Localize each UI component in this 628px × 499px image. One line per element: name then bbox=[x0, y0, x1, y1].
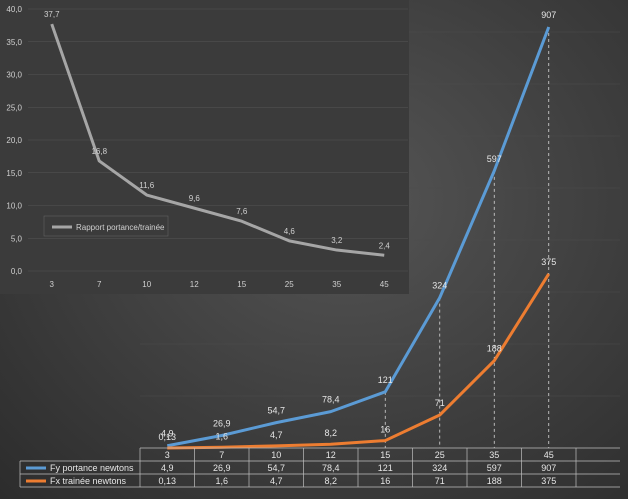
inset-ratio-line bbox=[50, 23, 385, 257]
table-header-cell: 15 bbox=[380, 450, 390, 460]
data-label: 121 bbox=[378, 375, 393, 385]
data-label: 71 bbox=[435, 398, 445, 408]
inset-chart-gridlines bbox=[28, 8, 408, 272]
data-label: 26,9 bbox=[213, 419, 231, 429]
data-label: 375 bbox=[541, 257, 556, 267]
data-label: 8,2 bbox=[324, 428, 337, 438]
inset-y-axis-ticks: 0,0 5,0 10,0 15,0 20,0 25,0 30,0 35,0 40,0 bbox=[6, 5, 22, 276]
inset-series-line bbox=[50, 23, 385, 257]
inset-legend: Rapport portance/trainée bbox=[43, 215, 169, 237]
table-cell: 597 bbox=[487, 463, 502, 473]
inset-legend-box bbox=[43, 215, 169, 237]
data-label: 188 bbox=[487, 344, 502, 354]
inset-x-tick: 15 bbox=[237, 280, 246, 289]
table-cell: 0,13 bbox=[158, 476, 176, 486]
lift-drag-ratio-chart: 0,0 5,0 10,0 15,0 20,0 25,0 30,0 35,0 40,0 3 7 10 1… bbox=[0, 0, 409, 294]
data-label: 54,7 bbox=[267, 406, 285, 416]
main-chart-data-labels: 4,9 26,9 54,7 78,4 121 324 597 907 0,13 1,6 4,7 8,2… bbox=[158, 10, 556, 442]
inset-data-labels: 37,7 16,8 11,6 9,6 7,6 4,6 3,2 2,4 bbox=[44, 10, 390, 250]
table-cell: 4,9 bbox=[161, 463, 174, 473]
table-header-cell: 10 bbox=[271, 450, 281, 460]
table-header-cell: 35 bbox=[489, 450, 499, 460]
data-table: 3 7 10 12 15 25 35 45 Fy portance newtons 4,9 26,9… bbox=[19, 447, 620, 488]
lift-series-line bbox=[166, 26, 551, 448]
inset-data-label: 16,8 bbox=[91, 147, 107, 156]
inset-data-label: 11,6 bbox=[139, 181, 155, 190]
table-cell: 907 bbox=[541, 463, 556, 473]
inset-x-tick: 12 bbox=[190, 280, 199, 289]
inset-y-tick: 15,0 bbox=[6, 169, 22, 178]
data-label: 16 bbox=[380, 425, 390, 435]
inset-x-tick: 10 bbox=[142, 280, 151, 289]
table-series-name: Fx trainée newtons bbox=[50, 476, 127, 486]
inset-y-tick: 20,0 bbox=[6, 136, 22, 145]
inset-data-label: 4,6 bbox=[284, 227, 296, 236]
table-header-cell: 7 bbox=[219, 450, 224, 460]
inset-legend-label: Rapport portance/trainée bbox=[76, 223, 165, 232]
data-label: 4,7 bbox=[270, 430, 283, 440]
data-label: 1,6 bbox=[215, 431, 228, 441]
main-chart-drop-lines bbox=[384, 27, 550, 448]
table-header-cell: 25 bbox=[435, 450, 445, 460]
table-header-cell: 45 bbox=[544, 450, 554, 460]
table-header-cell: 12 bbox=[326, 450, 336, 460]
table-cell: 8,2 bbox=[324, 476, 337, 486]
data-label: 907 bbox=[541, 10, 556, 20]
inset-y-tick: 25,0 bbox=[6, 103, 22, 112]
table-cell: 1,6 bbox=[215, 476, 228, 486]
inset-y-tick: 40,0 bbox=[6, 5, 22, 14]
drag-series-line bbox=[167, 273, 551, 450]
inset-x-tick: 3 bbox=[50, 280, 55, 289]
inset-x-tick: 7 bbox=[97, 280, 102, 289]
inset-data-label: 3,2 bbox=[331, 236, 343, 245]
inset-y-tick: 35,0 bbox=[6, 38, 22, 47]
table-cell: 54,7 bbox=[267, 463, 285, 473]
inset-x-tick: 45 bbox=[380, 280, 389, 289]
inset-x-tick: 25 bbox=[285, 280, 294, 289]
table-cell: 375 bbox=[541, 476, 556, 486]
inset-y-tick: 30,0 bbox=[6, 71, 22, 80]
table-series-name: Fy portance newtons bbox=[50, 463, 134, 473]
data-label: 597 bbox=[487, 154, 502, 164]
table-cell: 121 bbox=[378, 463, 393, 473]
inset-data-label: 37,7 bbox=[44, 10, 60, 19]
inset-data-label: 9,6 bbox=[189, 194, 201, 203]
table-cell: 188 bbox=[487, 476, 502, 486]
inset-y-tick: 0,0 bbox=[11, 267, 23, 276]
data-label: 4,9 bbox=[161, 429, 174, 439]
inset-data-label: 2,4 bbox=[379, 241, 391, 250]
table-cell: 71 bbox=[435, 476, 445, 486]
table-cell: 16 bbox=[380, 476, 390, 486]
inset-chart-background bbox=[0, 0, 409, 294]
data-label: 0,13 bbox=[158, 432, 176, 442]
data-label: 78,4 bbox=[322, 395, 340, 405]
inset-data-label: 7,6 bbox=[236, 207, 248, 216]
inset-x-tick: 35 bbox=[332, 280, 341, 289]
inset-y-tick: 5,0 bbox=[11, 234, 23, 243]
table-cell: 324 bbox=[432, 463, 447, 473]
data-label: 324 bbox=[432, 281, 447, 291]
table-header-cell: 3 bbox=[165, 450, 170, 460]
main-chart-series-lines bbox=[166, 26, 551, 450]
inset-x-axis-ticks: 3 7 10 12 15 25 35 45 bbox=[50, 280, 390, 289]
table-cell: 26,9 bbox=[213, 463, 231, 473]
inset-y-tick: 10,0 bbox=[6, 202, 22, 211]
table-cell: 4,7 bbox=[270, 476, 283, 486]
table-cell: 78,4 bbox=[322, 463, 340, 473]
